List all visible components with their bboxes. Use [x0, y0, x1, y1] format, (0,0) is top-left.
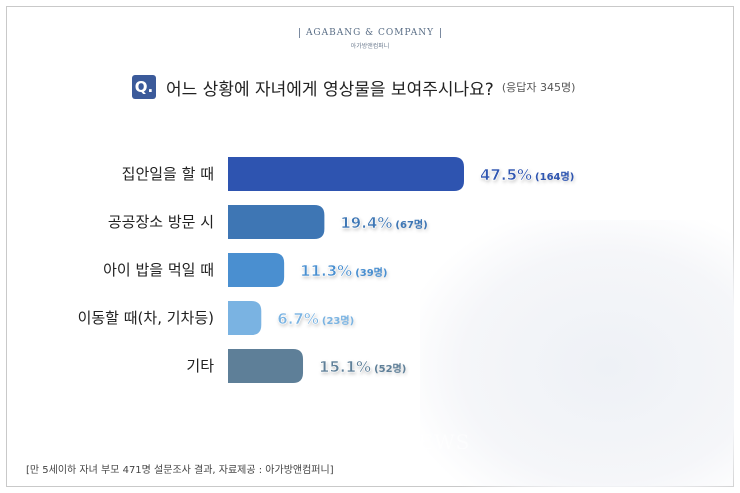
value-label: 19.4% (67명)	[340, 214, 427, 232]
brand-name: AGABANG & COMPANY	[298, 28, 442, 38]
question-badge: Q.	[132, 75, 156, 99]
question-title: Q. 어느 상황에 자녀에게 영상물을 보여주시나요? (응답자 345명)	[132, 75, 576, 100]
brand-logo: AGABANG & COMPANY 아가방앤컴퍼니	[0, 20, 740, 50]
bar	[228, 205, 325, 239]
bar	[228, 301, 262, 335]
category-label: 공공장소 방문 시	[108, 213, 214, 231]
category-label: 기타	[186, 357, 214, 375]
category-label: 집안일을 할 때	[122, 165, 214, 183]
value-label: 6.7% (23명)	[277, 310, 354, 328]
bar	[228, 157, 464, 191]
respondent-count: (응답자 345명)	[501, 81, 576, 94]
brand-subtitle: 아가방앤컴퍼니	[350, 43, 390, 50]
question-text: 어느 상황에 자녀에게 영상물을 보여주시나요?	[166, 79, 494, 100]
baby-photo	[420, 220, 734, 487]
value-label: 15.1% (52명)	[319, 358, 406, 376]
category-label: 이동할 때(차, 기차등)	[78, 309, 214, 327]
value-label: 47.5% (164명)	[480, 166, 574, 184]
bar	[228, 253, 285, 287]
footnote: [만 5세이하 자녀 부모 471명 설문조사 결과, 자료제공 : 아가방앤컴…	[26, 465, 334, 476]
label-panel	[82, 148, 228, 390]
bar	[228, 349, 304, 383]
watermark: NEWS	[400, 430, 471, 454]
value-label: 11.3% (39명)	[300, 262, 387, 280]
category-label: 아이 밥을 먹일 때	[103, 261, 214, 279]
